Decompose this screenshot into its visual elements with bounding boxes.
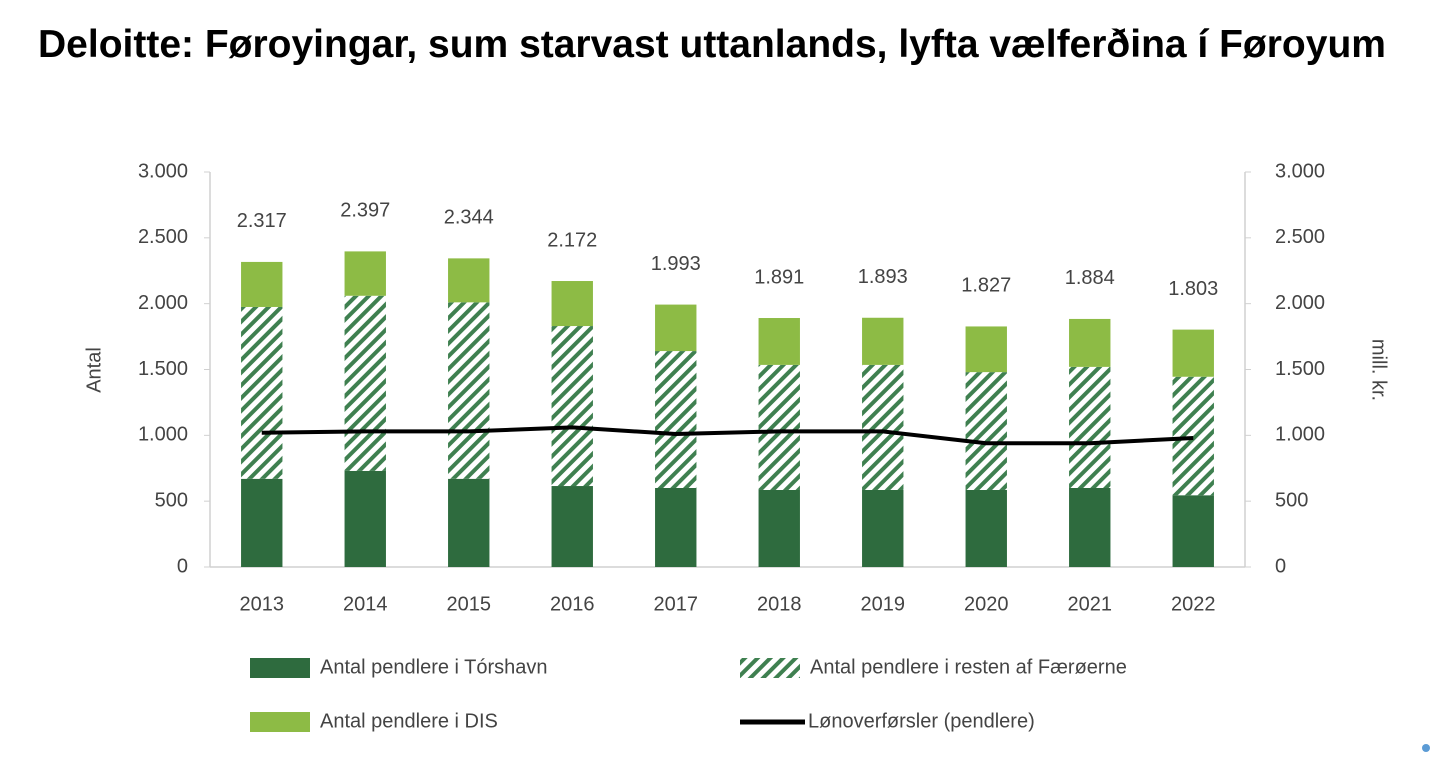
y-tick-label: 2.500 [138,226,188,248]
bar-segment [241,306,283,479]
y2-tick-label: 2.500 [1275,226,1325,248]
y-tick-label: 3.000 [138,160,188,182]
total-label: 2.344 [444,207,494,229]
total-label: 1.993 [651,253,701,275]
y-tick-label: 1.500 [138,358,188,380]
bar-segment [448,258,490,303]
legend-label: Antal pendlere i Tórshavn [320,656,548,678]
bar-segment [655,488,697,567]
bar-segment [344,295,386,471]
bar-segment [551,326,593,487]
y2-tick-label: 500 [1275,489,1308,511]
total-label: 1.803 [1168,278,1218,300]
bar-segment [241,478,283,567]
legend-swatch [250,712,310,732]
bar-segment [344,470,386,567]
line-series [261,425,1194,446]
x-tick-label: 2016 [550,593,595,615]
legend-label: Antal pendlere i DIS [320,710,498,732]
legend-swatch [740,658,800,678]
y2-tick-label: 2.000 [1275,292,1325,314]
x-tick-label: 2021 [1068,593,1113,615]
x-tick-label: 2015 [447,593,492,615]
bar-segment [655,304,697,352]
bar-segment [344,251,386,296]
bar-segment [965,372,1007,490]
bar-segment [1069,366,1111,488]
x-tick-label: 2020 [964,593,1009,615]
bar-segment [448,478,490,567]
total-label: 1.827 [961,275,1011,297]
bar-segment [1172,376,1214,496]
bar-segment [1172,495,1214,567]
total-label: 2.397 [340,200,390,222]
bar-segment [758,318,800,365]
legend-swatch [250,658,310,678]
bar-segment [551,281,593,327]
y2-tick-label: 1.000 [1275,424,1325,446]
total-label: 2.317 [237,210,287,232]
bar-segment [241,261,283,307]
y-tick-label: 0 [177,555,188,577]
decoration-dot [1422,744,1430,752]
x-tick-label: 2013 [240,593,285,615]
x-tick-label: 2022 [1171,593,1216,615]
y-axis-title: Antal [83,347,105,393]
x-tick-label: 2018 [757,593,802,615]
bar-segment [758,364,800,490]
total-label: 2.172 [547,229,597,251]
bar-segment [655,351,697,488]
y2-tick-label: 1.500 [1275,358,1325,380]
legend-label: Antal pendlere i resten af Færøerne [810,656,1127,678]
bar-segment [965,489,1007,567]
legend-label: Lønoverførsler (pendlere) [808,710,1035,732]
y-tick-label: 1.000 [138,424,188,446]
bar-segment [965,326,1007,373]
bar-segment [862,489,904,567]
total-label: 1.884 [1065,267,1115,289]
bar-segment [448,302,490,479]
bar-segment [551,486,593,567]
bar-segment [1069,318,1111,367]
bar-segment [1172,329,1214,377]
y-tick-label: 2.000 [138,292,188,314]
bar-segment [862,317,904,365]
bar-segment [758,489,800,567]
total-label: 1.891 [754,266,804,288]
total-label: 1.893 [858,266,908,288]
y2-axis-title: mill. kr. [1368,339,1390,401]
y2-tick-label: 3.000 [1275,160,1325,182]
y-tick-label: 500 [155,489,188,511]
bar-segment [862,364,904,490]
y2-tick-label: 0 [1275,555,1286,577]
bar-segment [1069,488,1111,567]
x-tick-label: 2017 [654,593,699,615]
chart-title: Deloitte: Føroyingar, sum starvast uttan… [38,23,1386,66]
x-tick-label: 2019 [861,593,906,615]
x-tick-label: 2014 [343,593,388,615]
